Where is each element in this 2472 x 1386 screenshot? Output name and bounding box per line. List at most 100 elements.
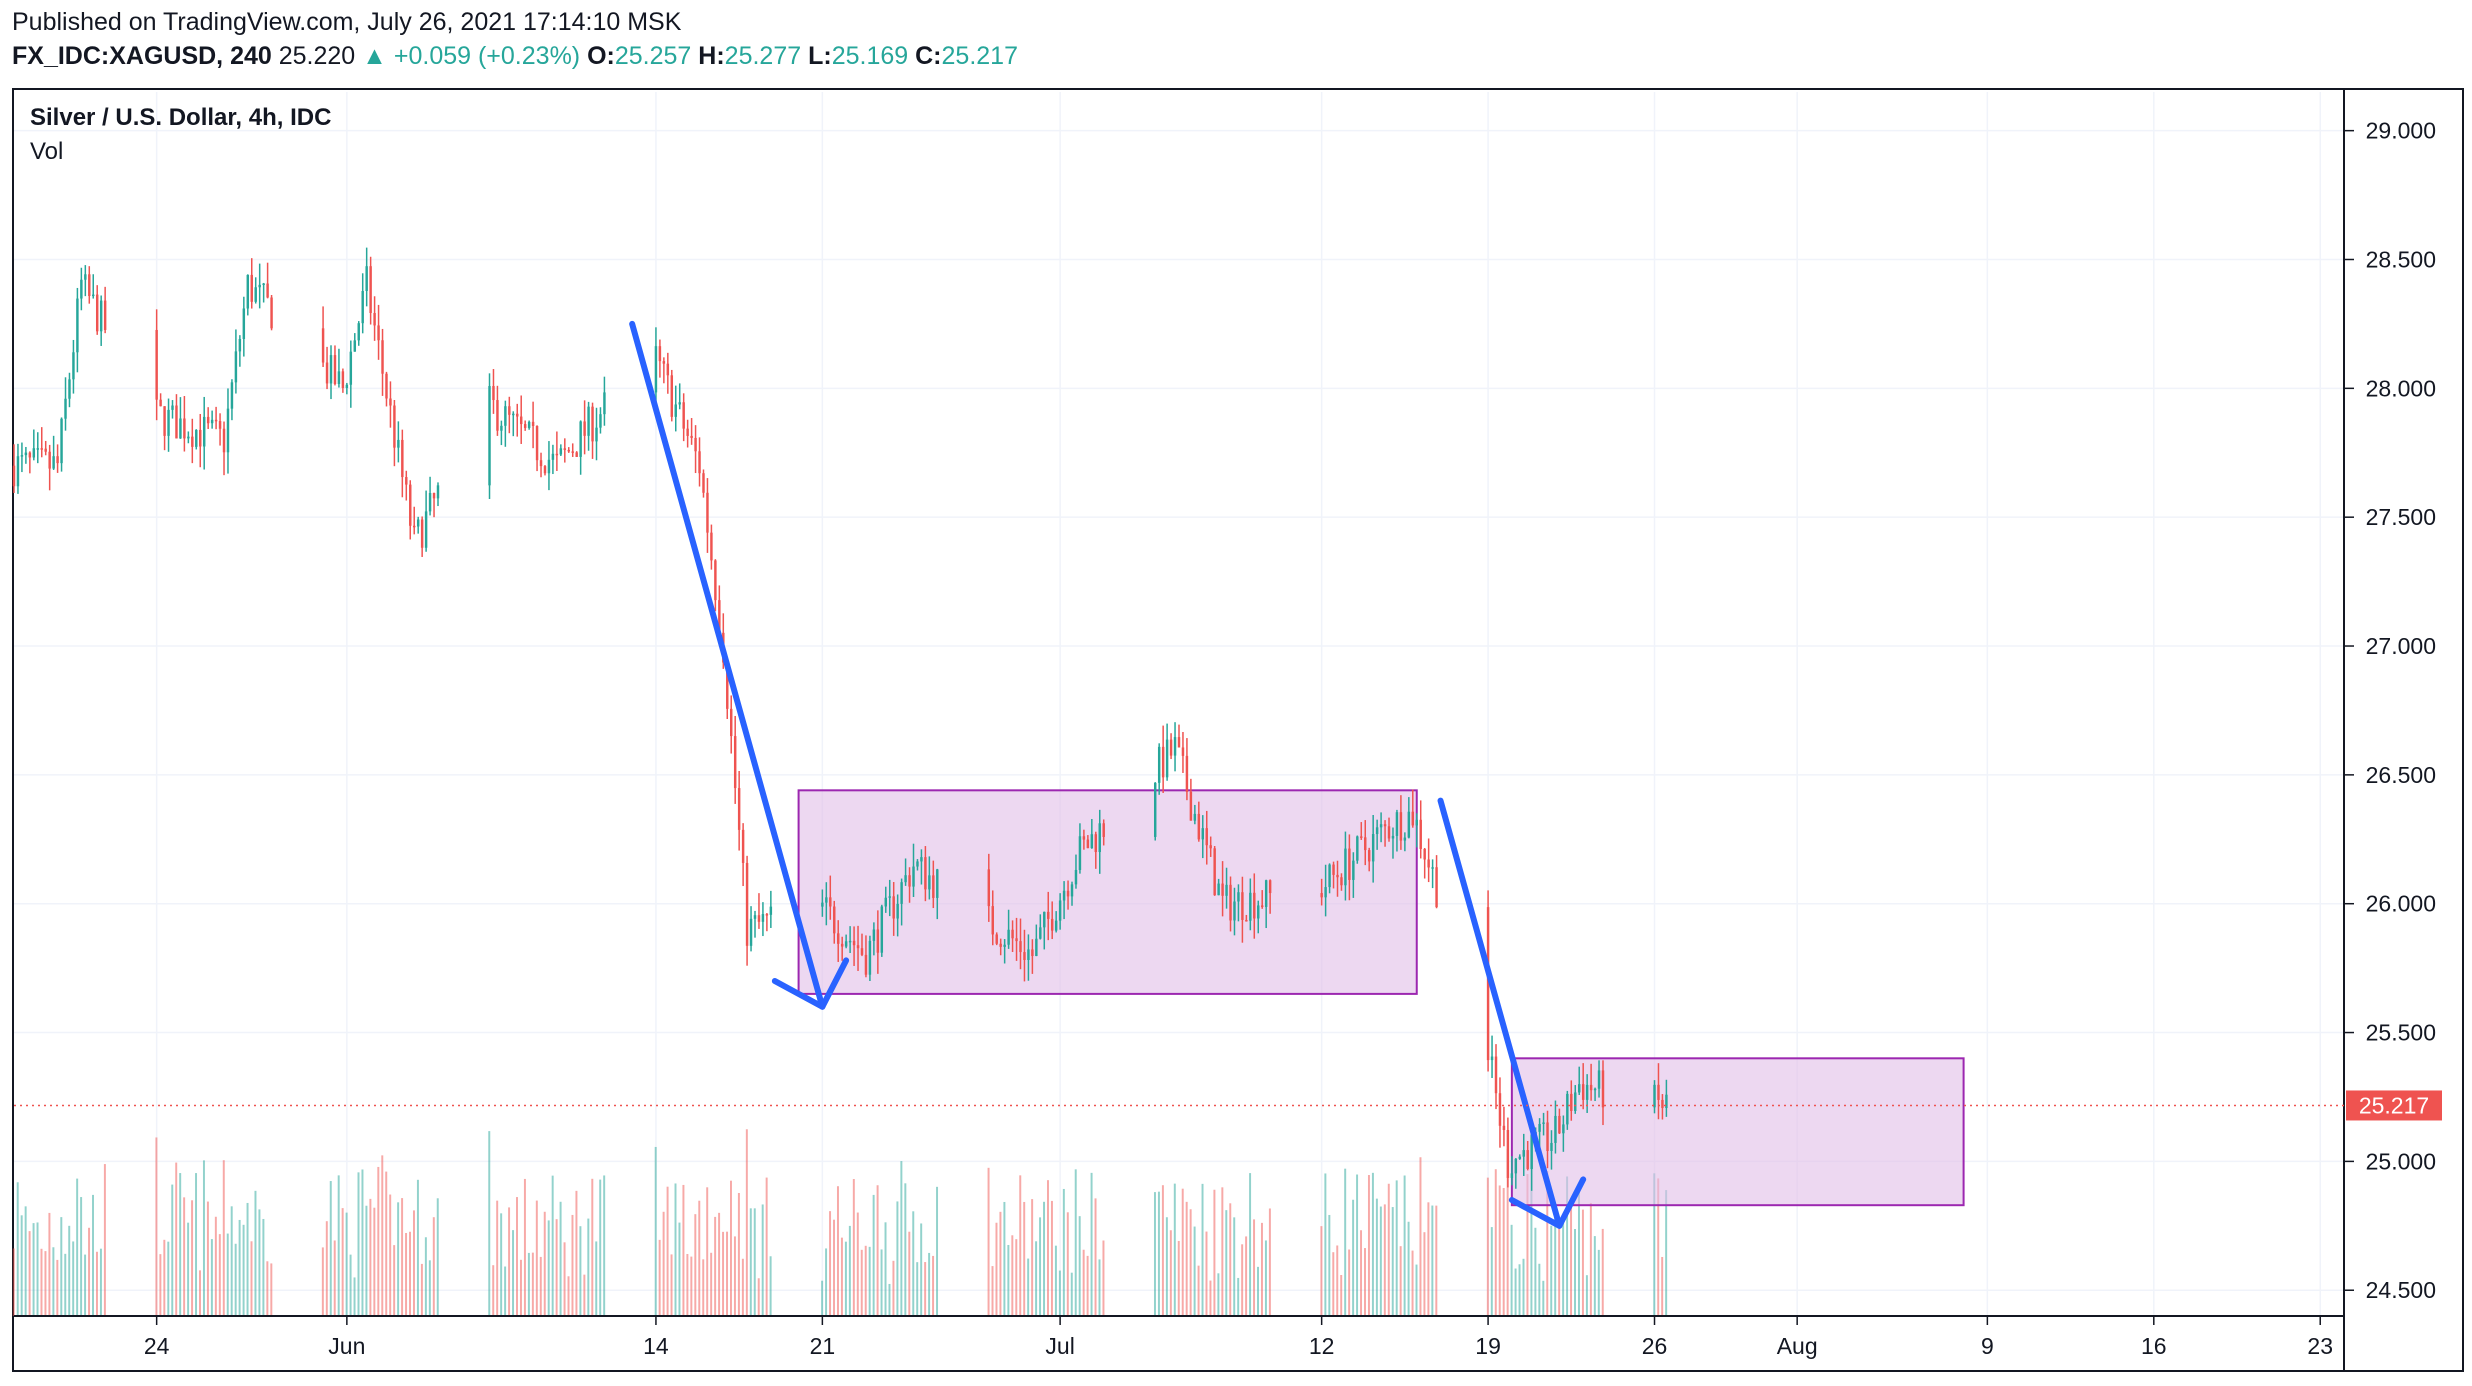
candle-body: [1181, 747, 1185, 756]
volume-bar: [52, 1247, 55, 1316]
candle-body: [436, 485, 440, 499]
volume-bar: [1320, 1226, 1323, 1316]
current-price-label: 25.217: [2359, 1092, 2429, 1118]
volume-bar: [924, 1262, 927, 1316]
candle-body: [1090, 834, 1094, 849]
candle-body: [1153, 782, 1157, 837]
volume-bar: [1534, 1227, 1537, 1316]
candles: [12, 247, 1668, 1191]
volume-bar: [829, 1211, 832, 1316]
candle-body: [884, 897, 887, 907]
volume-bar: [900, 1161, 903, 1316]
x-tick-label: Jun: [328, 1333, 365, 1359]
candle-body: [1015, 938, 1018, 942]
candle-body: [829, 897, 832, 907]
candle-body: [702, 473, 705, 493]
candle-body: [567, 449, 570, 452]
candle-body: [1419, 819, 1422, 849]
volume-bar: [1229, 1203, 1232, 1316]
y-tick-label: 26.000: [2366, 891, 2436, 917]
volume-bar: [496, 1200, 499, 1316]
candle-body: [345, 384, 349, 388]
volume-bar: [1399, 1246, 1402, 1316]
candle-body: [1011, 929, 1014, 939]
volume-bar: [531, 1252, 534, 1316]
volume-bar: [12, 1248, 15, 1316]
candle-body: [1086, 839, 1090, 849]
chart-frame: [12, 88, 2464, 1372]
volume-bar: [884, 1222, 887, 1316]
volume-bar: [183, 1197, 186, 1316]
trend-lines: [629, 320, 1587, 1229]
volume-bar: [1066, 1212, 1069, 1316]
candle-body: [349, 351, 353, 385]
candle-body: [670, 375, 674, 417]
volume-bar: [1411, 1250, 1414, 1316]
volume-bar: [769, 1256, 772, 1316]
volume-bar: [741, 1258, 744, 1316]
candle-body: [682, 402, 685, 429]
candle-body: [761, 914, 765, 922]
volume-bar: [345, 1212, 348, 1316]
candle-body: [1530, 1134, 1533, 1169]
volume-bar: [436, 1198, 439, 1316]
volume-bar: [1324, 1173, 1327, 1316]
volume-bar: [1490, 1227, 1493, 1316]
candle-body: [690, 435, 693, 438]
volume-bar: [1593, 1236, 1596, 1316]
candle-body: [1058, 900, 1062, 921]
volume-bar: [583, 1274, 586, 1316]
volume-bar: [999, 1211, 1002, 1316]
candle-body: [52, 456, 55, 469]
volume-bar: [1185, 1201, 1188, 1316]
axes: 29.000 28.500 28.000 27.500 27.000 26.500 26.0…: [14, 90, 2442, 1372]
volume-bar: [1181, 1188, 1184, 1316]
volume-bar: [1435, 1205, 1438, 1316]
candle-body: [1498, 1093, 1502, 1126]
candle-body: [428, 493, 432, 512]
volume-bar: [1245, 1236, 1248, 1316]
volume-bar: [1201, 1183, 1204, 1316]
candle-body: [741, 829, 745, 863]
candle-body: [1593, 1088, 1597, 1091]
candle-body: [329, 355, 333, 384]
volume-bar: [825, 1248, 828, 1316]
volume-bar: [559, 1201, 562, 1316]
candle-body: [1597, 1070, 1601, 1089]
volume-bar: [1431, 1205, 1434, 1316]
candle-body: [1601, 1070, 1605, 1108]
candle-body: [686, 428, 689, 436]
low-value: 25.169: [831, 42, 909, 70]
candle-body: [1336, 874, 1339, 878]
candle-body: [1542, 1122, 1545, 1124]
volume-bar: [325, 1221, 328, 1316]
candle-body: [1589, 1084, 1593, 1091]
candle-body: [591, 406, 594, 442]
volume-bar: [1542, 1280, 1545, 1316]
candle-body: [496, 400, 499, 431]
volume-bar: [595, 1241, 598, 1316]
candle-body: [187, 436, 190, 439]
volume-bar: [694, 1214, 697, 1316]
volume-bar: [361, 1169, 364, 1316]
volume-bar: [1371, 1172, 1374, 1316]
candle-body: [1581, 1084, 1585, 1100]
volume-bar: [80, 1197, 83, 1316]
candle-body: [662, 361, 666, 364]
volume-bar: [191, 1200, 194, 1316]
candle-body: [745, 862, 749, 946]
candle-body: [409, 484, 412, 526]
volume-bar: [432, 1217, 435, 1316]
volume-bar: [1225, 1210, 1228, 1316]
candle-body: [1431, 867, 1434, 869]
candle-body: [718, 600, 721, 633]
candle-body: [714, 560, 717, 601]
volume-bar: [349, 1254, 352, 1316]
candle-body: [658, 346, 662, 362]
volume-bar: [892, 1260, 895, 1316]
volume-bar: [1019, 1175, 1022, 1316]
volume-bar: [1518, 1264, 1521, 1316]
up-arrow-icon: ▲: [362, 42, 387, 70]
candle-body: [167, 409, 170, 436]
